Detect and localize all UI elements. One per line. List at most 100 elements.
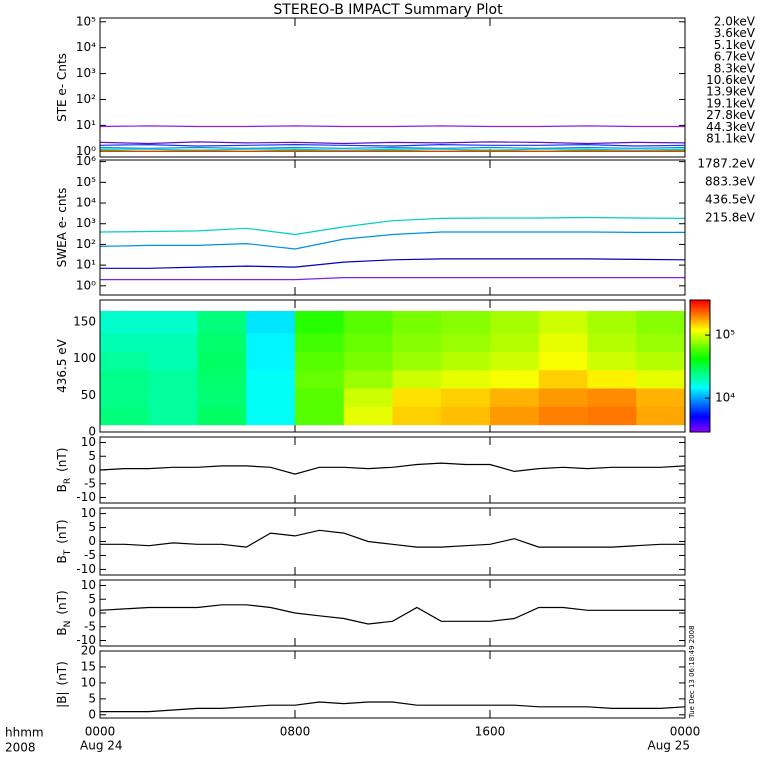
y-tick-label: -10	[76, 562, 96, 576]
colorbar-stripe	[690, 418, 710, 421]
legend-entry: 6.7keV	[714, 50, 756, 64]
colorbar-stripe	[690, 414, 710, 417]
y-tick-label: -5	[84, 548, 96, 562]
heat-cell	[587, 333, 637, 352]
y-axis-label-part: B	[55, 484, 69, 492]
colorbar-stripe	[690, 350, 710, 353]
y-tick-label: 0	[88, 534, 96, 548]
y-axis-label-part: (nT)	[55, 661, 69, 685]
legend-entry: 1787.2eV	[697, 157, 755, 171]
data-line	[100, 231, 685, 250]
legend-entry: 215.8eV	[705, 211, 756, 225]
heat-cell	[587, 311, 637, 334]
colorbar-stripe	[690, 392, 710, 395]
date-label: Aug 25	[647, 739, 690, 753]
heat-cell	[538, 351, 588, 371]
y-axis-label-part: STE e- Cnts	[55, 53, 69, 122]
legend-entry: 44.3keV	[706, 120, 756, 134]
y-tick-label: 0	[88, 707, 96, 721]
legend-entry: 2.0keV	[714, 15, 756, 29]
heat-cell	[392, 311, 442, 334]
heat-cell	[343, 351, 393, 371]
heat-cell	[636, 333, 686, 352]
heat-cell	[246, 333, 296, 352]
colorbar-stripe	[690, 426, 710, 429]
colorbar-stripe	[690, 376, 710, 379]
colorbar-stripe	[690, 374, 710, 377]
colorbar-stripe	[690, 362, 710, 365]
legend-entry: 8.3keV	[714, 61, 756, 75]
y-axis-label-part: B	[55, 555, 69, 563]
colorbar-stripe	[690, 408, 710, 411]
heat-cell	[197, 388, 247, 407]
heat-cell	[490, 311, 540, 334]
data-line	[100, 149, 685, 152]
y-tick-label: 10	[81, 578, 96, 592]
colorbar-tick-label: 10⁵	[715, 328, 735, 342]
colorbar-stripe	[690, 322, 710, 325]
y-tick-label: 10²	[76, 92, 96, 106]
heat-cell	[636, 311, 686, 334]
heat-cell	[392, 388, 442, 407]
colorbar-stripe	[690, 318, 710, 321]
colorbar-stripe	[690, 356, 710, 359]
colorbar-stripe	[690, 404, 710, 407]
heat-cell	[148, 311, 198, 334]
heat-cell	[295, 406, 345, 426]
heat-cell	[587, 388, 637, 407]
data-line	[100, 146, 685, 149]
colorbar-stripe	[690, 430, 710, 433]
colorbar-stripe	[690, 346, 710, 349]
heat-cell	[343, 406, 393, 426]
colorbar-stripe	[690, 312, 710, 315]
data-line	[100, 701, 685, 713]
heat-cell	[197, 351, 247, 371]
heat-cell	[148, 369, 198, 389]
panel-frame	[99, 436, 686, 504]
colorbar-stripe	[690, 304, 710, 307]
heat-cell	[295, 351, 345, 371]
legend-entry: 436.5eV	[705, 193, 756, 207]
y-axis-label: STE e- Cnts	[55, 53, 69, 122]
y-tick-label: 10¹	[76, 258, 96, 272]
heat-cell	[246, 311, 296, 334]
heat-cell	[197, 406, 247, 426]
y-tick-label: 10⁴	[76, 196, 96, 210]
heat-cell	[100, 388, 150, 407]
colorbar-stripe	[690, 428, 710, 431]
data-line	[100, 258, 685, 269]
x-tick-label: 1600	[475, 725, 506, 739]
heat-cell	[636, 351, 686, 371]
colorbar-stripe	[690, 306, 710, 309]
y-tick-label: 10⁵	[76, 14, 96, 28]
y-tick-label: 5	[88, 449, 96, 463]
y-tick-label: -10	[76, 633, 96, 647]
y-tick-label: 150	[73, 315, 96, 329]
x-tick-label: 0000	[85, 725, 116, 739]
heat-cell	[100, 311, 150, 334]
heat-cell	[295, 311, 345, 334]
data-line	[100, 277, 685, 281]
heat-cell	[246, 369, 296, 389]
heat-cell	[148, 333, 198, 352]
heat-cell	[441, 351, 491, 371]
y-axis-label-part: (nT)	[55, 448, 69, 472]
heat-cell	[295, 369, 345, 389]
colorbar-stripe	[690, 354, 710, 357]
y-tick-label: -5	[84, 619, 96, 633]
y-tick-label: 10⁴	[76, 40, 96, 54]
heat-cell	[343, 388, 393, 407]
colorbar-stripe	[690, 386, 710, 389]
colorbar-stripe	[690, 302, 710, 305]
heat-cell	[343, 311, 393, 334]
y-axis-label-part: B	[55, 627, 69, 635]
y-tick-label: 100	[73, 351, 96, 365]
data-line	[100, 125, 685, 128]
y-tick-label: 50	[81, 388, 96, 402]
heat-cell	[636, 388, 686, 407]
y-tick-label: 5	[88, 520, 96, 534]
colorbar-stripe	[690, 398, 710, 401]
y-axis-label: BR (nT)	[55, 448, 73, 493]
y-axis-label: 436.5 eV	[55, 338, 69, 393]
timestamp: Tue Dec 13 06:18:49 2008	[688, 625, 696, 719]
